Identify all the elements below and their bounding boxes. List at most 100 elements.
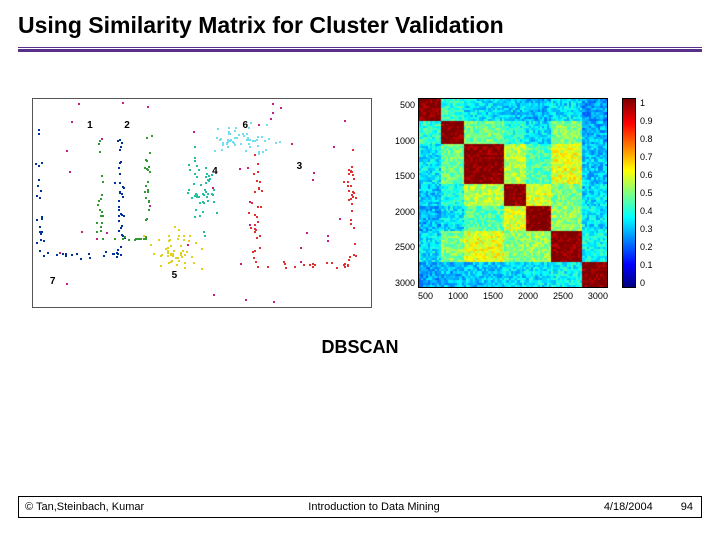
scatter-point: [251, 202, 253, 204]
scatter-point: [135, 238, 137, 240]
scatter-point: [254, 231, 256, 233]
heatmap-ytick: 2500: [395, 242, 415, 252]
scatter-point: [213, 201, 215, 203]
heatmap-yaxis: 50010001500200025003000: [388, 98, 418, 288]
scatter-point: [234, 144, 236, 146]
scatter-point: [194, 157, 196, 159]
scatter-point: [117, 253, 119, 255]
scatter-point: [36, 219, 38, 221]
scatter-point: [177, 257, 179, 259]
scatter-point: [196, 176, 198, 178]
scatter-point: [78, 103, 80, 105]
scatter-point: [355, 255, 357, 257]
scatter-point: [193, 262, 195, 264]
scatter-point: [350, 185, 352, 187]
scatter-point: [182, 250, 184, 252]
scatter-point: [253, 173, 255, 175]
scatter-point: [71, 254, 73, 256]
scatter-point: [254, 224, 256, 226]
scatter-point: [203, 202, 205, 204]
scatter-point: [256, 237, 258, 239]
scatter-point: [188, 189, 190, 191]
scatter-point: [248, 143, 250, 145]
colorbar-tick: 0.6: [640, 170, 653, 180]
scatter-point: [100, 226, 102, 228]
scatter-point: [118, 167, 120, 169]
scatter-point: [216, 137, 218, 139]
scatter-point: [306, 232, 308, 234]
scatter-point: [191, 256, 193, 258]
scatter-point: [120, 213, 122, 215]
scatter-point: [254, 154, 256, 156]
scatter-point: [145, 185, 147, 187]
scatter-point: [259, 181, 261, 183]
footer-authors: © Tan,Steinbach, Kumar: [19, 501, 150, 513]
scatter-point: [40, 233, 42, 235]
scatter-point: [97, 204, 99, 206]
scatter-point: [198, 169, 200, 171]
colorbar-labels: 10.90.80.70.60.50.40.30.20.10: [636, 98, 653, 288]
scatter-point: [102, 181, 104, 183]
scatter-point: [101, 194, 103, 196]
scatter-point: [145, 197, 147, 199]
scatter-point: [222, 144, 224, 146]
scatter-point: [148, 209, 150, 211]
scatter-point: [228, 133, 230, 135]
scatter-point: [201, 248, 203, 250]
scatter-point: [343, 181, 345, 183]
scatter-point: [245, 150, 247, 152]
scatter-point: [205, 167, 207, 169]
scatter-point: [123, 187, 125, 189]
scatter-point: [207, 179, 209, 181]
scatter-point: [248, 127, 250, 129]
scatter-point: [124, 236, 126, 238]
scatter-point: [169, 239, 171, 241]
scatter-point: [103, 255, 105, 257]
scatter-point: [351, 210, 353, 212]
scatter-point: [204, 235, 206, 237]
scatter-point: [89, 257, 91, 259]
scatter-point: [350, 219, 352, 221]
scatter-point: [348, 173, 350, 175]
scatter-point: [273, 301, 275, 303]
scatter-point: [268, 138, 270, 140]
scatter-point: [254, 191, 256, 193]
scatter-point: [120, 146, 122, 148]
scatter-point: [117, 249, 119, 251]
scatter-point: [353, 254, 355, 256]
scatter-point: [101, 138, 103, 140]
scatter-point: [62, 253, 64, 255]
scatter-point: [120, 254, 122, 256]
scatter-point: [148, 201, 150, 203]
heatmap-ytick: 1500: [395, 171, 415, 181]
footer-title: Introduction to Data Mining: [150, 501, 598, 513]
heatmap-plot-area: 50010001500200025003000: [418, 98, 608, 313]
scatter-point: [121, 142, 123, 144]
scatter-point: [118, 200, 120, 202]
scatter-point: [350, 223, 352, 225]
scatter-point: [118, 230, 120, 232]
scatter-point: [249, 139, 251, 141]
scatter-point: [189, 235, 191, 237]
scatter-point: [99, 151, 101, 153]
scatter-point: [344, 266, 346, 268]
scatter-point: [348, 259, 350, 261]
scatter-point: [119, 149, 121, 151]
scatter-point: [238, 134, 240, 136]
colorbar-tick: 0.9: [640, 116, 653, 126]
scatter-point: [257, 206, 259, 208]
scatter-point: [174, 226, 176, 228]
scatter-point: [76, 253, 78, 255]
scatter-point: [352, 196, 354, 198]
scatter-point: [258, 153, 260, 155]
scatter-point: [207, 200, 209, 202]
scatter-point: [245, 299, 247, 301]
scatter-point: [229, 140, 231, 142]
cluster-label: 5: [172, 270, 178, 281]
scatter-point: [331, 262, 333, 264]
scatter-point: [194, 160, 196, 162]
scatter-point: [120, 161, 122, 163]
scatter-point: [65, 253, 67, 255]
scatter-point: [188, 240, 190, 242]
heatmap-ytick: 3000: [395, 278, 415, 288]
